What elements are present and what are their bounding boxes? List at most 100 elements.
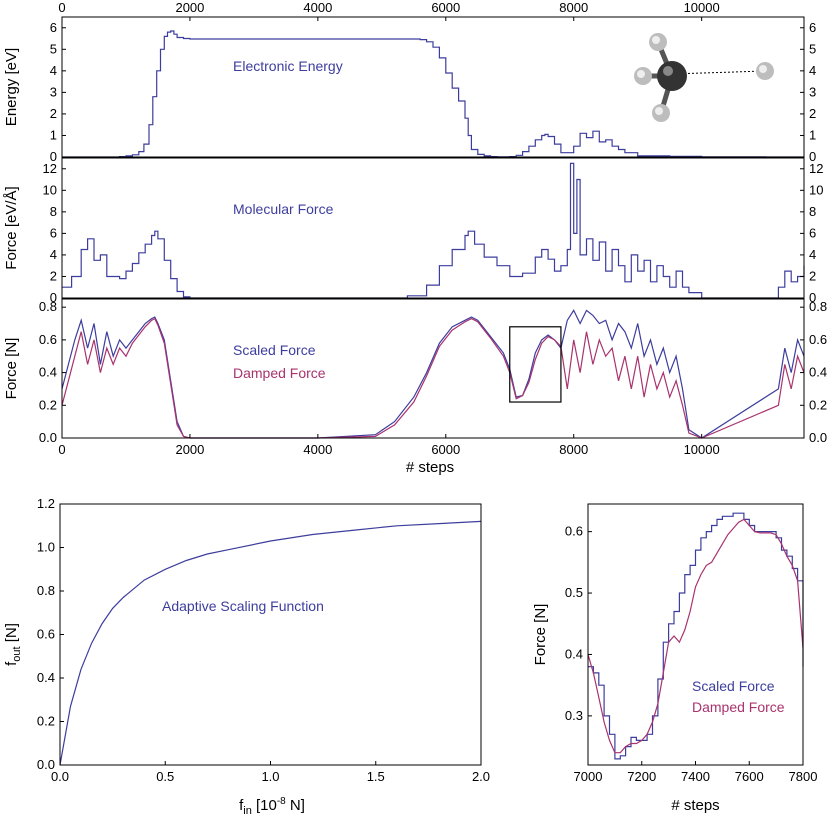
y-tick-label: 1.2	[37, 496, 55, 511]
y-tick-label-right: 10	[809, 182, 823, 197]
x-tick-label-top: 2000	[175, 0, 204, 15]
plot-frame	[61, 157, 805, 299]
y-tick-label: 0.4	[39, 365, 57, 380]
y-tick-label: 4	[50, 63, 57, 78]
y-axis-label: Energy [eV]	[3, 48, 20, 126]
x-axis-label: # steps	[671, 797, 719, 814]
x-axis-label: # steps	[406, 459, 454, 476]
y-tick-label: 1.0	[37, 540, 55, 555]
y-tick-label-right: 1	[809, 127, 816, 142]
x-tick-label: 7400	[681, 769, 710, 784]
y-tick-label: 0.5	[565, 585, 583, 600]
y-axis-label: Force [N]	[3, 338, 20, 400]
zoom-force-panel: 0.3 0.4 0.5 0.6 7000 7200 7400 7600 7800 Force [N…	[532, 503, 818, 814]
x-axis-label-exp: -8	[277, 796, 286, 807]
x-tick-label: 1.0	[261, 769, 279, 784]
adaptive-scaling-panel: 0.00.20.40.60.81.01.20.0 0.5 1.0 1.5 2.0fout…	[3, 496, 490, 817]
y-axis-label-main: f	[3, 661, 20, 666]
y-tick-label-right: 5	[809, 41, 816, 56]
carbon-atom	[657, 61, 687, 91]
legend-scaled-force: Scaled Force	[233, 342, 316, 358]
series-annotation: Electronic Energy	[233, 58, 343, 74]
y-tick-label: 4	[50, 247, 57, 262]
series-annotation: Molecular Force	[233, 201, 334, 217]
y-axis-label: Force [N]	[532, 604, 549, 666]
atom-highlight	[655, 107, 663, 115]
y-tick-label-right: 0	[809, 290, 816, 305]
x-tick-label: 2.0	[472, 769, 490, 784]
series-annotation: Adaptive Scaling Function	[162, 598, 324, 614]
y-tick-label: 0.0	[39, 430, 57, 445]
x-tick-label: 1.5	[367, 769, 385, 784]
y-tick-label-right: 8	[809, 204, 816, 219]
x-axis-label-main: f	[239, 797, 244, 814]
y-tick-label-right: 0.6	[809, 332, 827, 347]
plot-frame	[61, 298, 805, 439]
y-axis-label-unit: [N]	[3, 623, 20, 646]
y-axis-label: Force [eV/Å]	[3, 186, 20, 269]
x-tick-label-top: 8000	[559, 0, 588, 15]
x-tick-label-top: 4000	[303, 0, 332, 15]
x-axis-label-unit: [10	[252, 797, 277, 814]
y-tick-label: 0.6	[39, 332, 57, 347]
energy-panel: 0 01 12 23 34 45 56 60 2000 4000 6000 8000 10000Ener…	[3, 0, 816, 164]
plot-frame	[59, 503, 482, 766]
y-tick-label: 0.6	[565, 524, 583, 539]
molecular-force-panel: 0 0 2 2 4 4 6 6 8 8 10 10 12 12 Force [eV/Å] Molecular …	[3, 157, 823, 305]
series-line-main	[62, 162, 805, 299]
x-axis-label: fin [10-8 N]	[239, 796, 305, 817]
series-line-scaled-force	[588, 512, 804, 760]
scaled-force-panel: 0.0 0.0 0.2 0.2 0.4 0.4 0.6 0.6 0.8 0.8 0 2000 4000 6…	[3, 298, 827, 476]
y-tick-label: 0.8	[39, 299, 57, 314]
y-tick-label-right: 0.4	[809, 365, 827, 380]
y-tick-label: 3	[50, 84, 57, 99]
y-tick-label: 8	[50, 204, 57, 219]
y-tick-label: 6	[50, 20, 57, 35]
atom-highlight	[759, 65, 767, 73]
x-tick-label: 6000	[431, 442, 460, 457]
atom-highlight	[637, 70, 645, 78]
x-tick-label: 7000	[574, 769, 603, 784]
y-tick-label: 0.3	[565, 708, 583, 723]
x-axis-label-sub: in	[243, 805, 252, 817]
y-tick-label: 0.4	[37, 670, 55, 685]
legend-damped-force: Damped Force	[692, 699, 785, 715]
y-tick-label: 2	[50, 268, 57, 283]
x-tick-label: 8000	[559, 442, 588, 457]
y-tick-label: 0.8	[37, 583, 55, 598]
y-tick-label-right: 4	[809, 63, 816, 78]
molecule-ch4-h-icon	[634, 33, 774, 122]
y-tick-label: 12	[43, 161, 57, 176]
y-tick-label-right: 0.2	[809, 397, 827, 412]
atom-highlight	[663, 66, 673, 76]
x-tick-label-top: 10000	[684, 0, 720, 15]
y-tick-label-right: 2	[809, 106, 816, 121]
y-tick-label-right: 6	[809, 225, 816, 240]
y-tick-label: 1	[50, 127, 57, 142]
legend-damped-force: Damped Force	[233, 365, 326, 381]
x-tick-label: 7600	[735, 769, 764, 784]
y-axis-label: fout [N]	[3, 623, 23, 666]
legend-scaled-force: Scaled Force	[692, 678, 775, 694]
x-tick-label: 7800	[789, 769, 818, 784]
y-tick-label: 0	[50, 290, 57, 305]
x-tick-label-top: 6000	[431, 0, 460, 15]
x-axis-label-unit-end: N]	[286, 797, 305, 814]
series-line-scaled-force	[61, 309, 805, 439]
y-tick-label-right: 6	[809, 20, 816, 35]
y-tick-label: 6	[50, 225, 57, 240]
y-tick-label-right: 3	[809, 84, 816, 99]
atom-highlight	[652, 36, 660, 44]
y-tick-label: 0.2	[39, 397, 57, 412]
x-tick-label: 0	[58, 442, 65, 457]
zoom-box	[509, 326, 562, 403]
series-line-damped-force	[587, 518, 804, 754]
x-tick-label-top: 0	[58, 0, 65, 15]
x-tick-label: 10000	[684, 442, 720, 457]
y-tick-label-right: 4	[809, 247, 816, 262]
y-tick-label: 10	[43, 182, 57, 197]
x-tick-label: 0.0	[51, 769, 69, 784]
y-tick-label: 0.4	[565, 646, 583, 661]
y-tick-label-right: 2	[809, 268, 816, 283]
